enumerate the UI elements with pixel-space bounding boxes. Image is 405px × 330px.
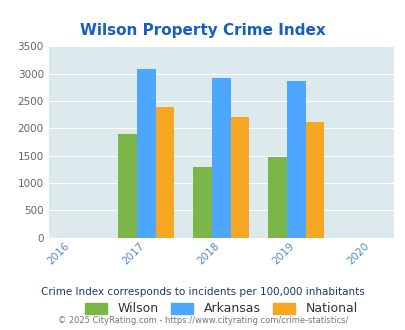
- Bar: [136, 69, 155, 238]
- Bar: [230, 117, 249, 238]
- Bar: [267, 157, 286, 238]
- Text: Crime Index corresponds to incidents per 100,000 inhabitants: Crime Index corresponds to incidents per…: [41, 287, 364, 297]
- Text: Wilson Property Crime Index: Wilson Property Crime Index: [80, 23, 325, 38]
- Legend: Wilson, Arkansas, National: Wilson, Arkansas, National: [80, 297, 362, 320]
- Bar: [305, 122, 324, 238]
- Text: © 2025 CityRating.com - https://www.cityrating.com/crime-statistics/: © 2025 CityRating.com - https://www.city…: [58, 315, 347, 325]
- Bar: [286, 81, 305, 238]
- Bar: [118, 134, 136, 238]
- Bar: [193, 167, 211, 238]
- Bar: [155, 108, 174, 238]
- Bar: [211, 78, 230, 238]
